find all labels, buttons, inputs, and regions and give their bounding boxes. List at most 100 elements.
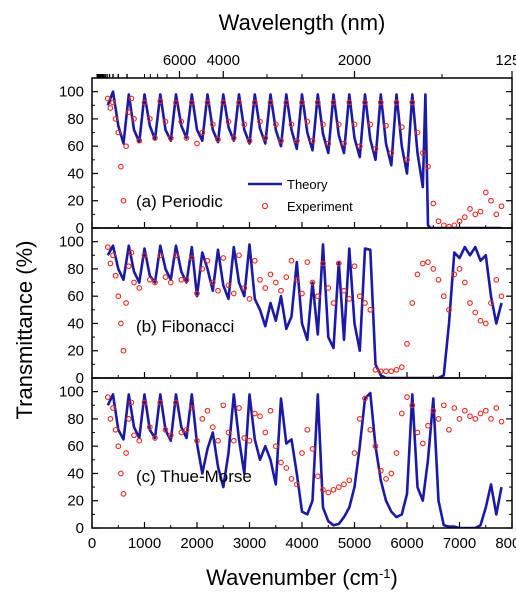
- panel-data: [104, 391, 505, 528]
- experiment-point: [356, 293, 363, 300]
- experiment-point: [123, 450, 129, 456]
- y-tick-label: 60: [67, 138, 84, 155]
- experiment-point: [446, 426, 452, 433]
- experiment-point: [335, 121, 342, 128]
- experiment-point: [309, 279, 316, 286]
- experiment-point: [309, 137, 316, 144]
- experiment-point: [183, 426, 190, 433]
- experiment-point: [367, 306, 374, 313]
- experiment-point: [335, 484, 342, 490]
- experiment-point: [128, 95, 135, 102]
- experiment-point: [257, 413, 263, 420]
- experiment-point: [419, 440, 426, 447]
- experiment-point: [477, 410, 484, 417]
- experiment-point: [107, 260, 114, 267]
- panel-frame: [91, 227, 513, 379]
- experiment-point: [220, 255, 227, 261]
- experiment-point: [267, 99, 274, 106]
- experiment-point: [230, 135, 237, 141]
- experiment-point: [128, 249, 135, 256]
- experiment-point: [393, 366, 400, 373]
- experiment-point: [482, 189, 489, 196]
- x-tick-label: 1000: [128, 535, 161, 552]
- experiment-point: [104, 95, 111, 102]
- experiment-point: [351, 450, 358, 456]
- experiment-point: [330, 99, 337, 106]
- experiment-point: [246, 437, 253, 444]
- experiment-point: [341, 287, 347, 294]
- experiment-point: [241, 435, 248, 441]
- experiment-point: [341, 140, 347, 147]
- experiment-point: [362, 395, 368, 402]
- experiment-point: [162, 274, 169, 280]
- experiment-point: [482, 320, 489, 327]
- experiment-point: [304, 259, 311, 265]
- panel-3: 0 20 40 60 80 100 (c) Thue-Morse: [59, 377, 513, 537]
- experiment-point: [430, 407, 437, 414]
- experiment-point: [493, 211, 500, 218]
- experiment-point: [346, 99, 353, 106]
- experiment-point: [251, 257, 258, 264]
- experiment-point: [157, 98, 164, 105]
- experiment-point: [430, 200, 437, 207]
- experiment-point: [440, 293, 447, 300]
- experiment-point: [178, 429, 185, 436]
- experiment-point: [288, 257, 295, 264]
- experiment-point: [136, 437, 143, 444]
- y-axis-title: Transmittance (%): [12, 241, 37, 420]
- experiment-point: [267, 271, 274, 278]
- experiment-point: [272, 443, 279, 450]
- experiment-point: [136, 137, 143, 144]
- experiment-point: [178, 276, 185, 283]
- experiment-point: [204, 407, 211, 414]
- experiment-point: [435, 218, 442, 225]
- legend-experiment-swatch: [261, 202, 269, 210]
- experiment-point: [404, 341, 410, 347]
- experiment-point: [123, 300, 129, 306]
- experiment-point: [188, 405, 195, 411]
- experiment-point: [299, 99, 305, 106]
- experiment-point: [425, 422, 431, 429]
- experiment-point: [141, 252, 148, 259]
- experiment-point: [112, 272, 119, 279]
- y-tick-label: 60: [67, 288, 84, 305]
- experiment-point: [425, 259, 431, 265]
- experiment-point: [278, 287, 284, 294]
- experiment-point: [341, 481, 347, 488]
- experiment-point: [272, 279, 279, 286]
- experiment-point: [435, 416, 442, 422]
- panel-label: (c) Thue-Morse: [136, 467, 252, 486]
- experiment-point: [314, 293, 321, 300]
- theory-line: [106, 243, 503, 378]
- panel-data: [104, 90, 505, 228]
- experiment-point: [435, 276, 442, 283]
- experiment-point: [414, 129, 421, 136]
- experiment-point: [482, 407, 489, 414]
- experiment-point: [167, 279, 174, 286]
- experiment-point: [488, 197, 494, 204]
- experiment-point: [120, 197, 127, 204]
- experiment-point: [314, 473, 321, 480]
- experiment-point: [162, 426, 169, 433]
- experiment-point: [461, 214, 468, 220]
- experiment-point: [293, 137, 300, 144]
- experiment-point: [131, 116, 137, 122]
- experiment-point: [409, 300, 416, 306]
- experiment-point: [199, 129, 206, 136]
- experiment-point: [178, 118, 185, 125]
- experiment-point: [377, 368, 384, 375]
- y-tick-label: 20: [67, 193, 84, 210]
- experiment-point: [146, 276, 153, 283]
- experiment-point: [346, 296, 353, 302]
- experiment-point: [388, 470, 395, 477]
- y-tick-label: 40: [67, 465, 84, 482]
- panel-1: 0 20 40 60 80 100 (a) Periodic: [59, 77, 513, 237]
- y-tick-label: 0: [76, 220, 84, 237]
- experiment-point: [157, 252, 164, 259]
- bottom-axis-title: Wavenumber (cm-1): [206, 565, 398, 590]
- x-tick-label: 3000: [233, 535, 266, 552]
- experiment-point: [461, 407, 468, 414]
- experiment-point: [204, 99, 211, 106]
- experiment-point: [461, 279, 468, 286]
- experiment-point: [146, 424, 153, 430]
